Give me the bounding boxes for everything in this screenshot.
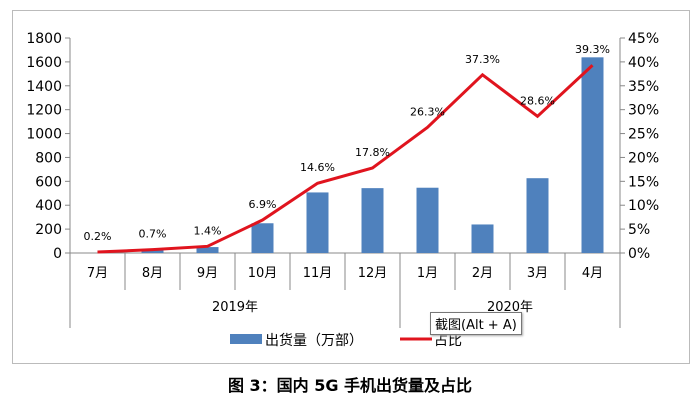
- bar: [416, 187, 439, 253]
- data-label: 6.9%: [249, 198, 277, 211]
- bar: [471, 224, 494, 253]
- share-line: [97, 64, 594, 254]
- left-tick-label: 600: [35, 174, 62, 190]
- bar: [581, 57, 604, 253]
- left-tick-label: 0: [53, 246, 62, 262]
- right-tick-label: 45%: [628, 31, 659, 47]
- left-tick-label: 1400: [26, 79, 62, 95]
- bar: [251, 223, 274, 253]
- right-tick-label: 15%: [628, 174, 659, 190]
- category-label: 1月: [417, 266, 438, 281]
- bar: [196, 247, 219, 253]
- category-label: 10月: [248, 266, 278, 281]
- data-label: 0.2%: [84, 230, 112, 243]
- group-label: 2019年: [212, 300, 258, 315]
- bar: [361, 188, 384, 253]
- data-label: 17.8%: [355, 146, 390, 159]
- data-label: 37.3%: [465, 53, 500, 66]
- legend-bar-label: 出货量（万部）: [265, 332, 363, 349]
- right-tick-label: 10%: [628, 198, 659, 214]
- category-label: 8月: [142, 266, 163, 281]
- data-label: 26.3%: [410, 105, 445, 118]
- right-tick-label: 30%: [628, 103, 659, 119]
- data-label: 28.6%: [520, 94, 555, 107]
- data-label: 39.3%: [575, 43, 610, 56]
- bar: [526, 178, 549, 253]
- left-tick-label: 200: [35, 222, 62, 238]
- chart-frame: [12, 10, 690, 364]
- data-label: 1.4%: [194, 224, 222, 237]
- category-label: 12月: [358, 266, 388, 281]
- category-label: 7月: [87, 266, 108, 281]
- left-tick-label: 1800: [26, 31, 62, 47]
- left-tick-label: 800: [35, 150, 62, 166]
- data-label: 14.6%: [300, 161, 335, 174]
- right-tick-label: 40%: [628, 55, 659, 71]
- left-tick-label: 1200: [26, 103, 62, 119]
- screenshot-tooltip: 截图(Alt + A): [430, 312, 522, 335]
- category-label: 3月: [527, 266, 548, 281]
- data-label: 0.7%: [139, 228, 167, 241]
- left-tick-label: 400: [35, 198, 62, 214]
- category-label: 4月: [582, 266, 603, 281]
- legend-bar-swatch: [230, 334, 262, 344]
- group-label: 2020年: [487, 300, 533, 315]
- right-tick-label: 20%: [628, 150, 659, 166]
- chart-caption: 图 3：国内 5G 手机出货量及占比: [227, 376, 473, 395]
- bar: [306, 192, 329, 253]
- right-tick-label: 0%: [628, 246, 650, 262]
- category-label: 11月: [303, 266, 333, 281]
- legend-line-label: 占比: [434, 333, 462, 349]
- bar: [141, 250, 164, 253]
- left-tick-label: 1000: [26, 127, 62, 143]
- right-tick-label: 35%: [628, 79, 659, 95]
- category-label: 2月: [472, 266, 493, 281]
- right-tick-label: 5%: [628, 222, 650, 238]
- right-tick-label: 25%: [628, 127, 659, 143]
- category-label: 9月: [197, 266, 218, 281]
- left-tick-label: 1600: [26, 55, 62, 71]
